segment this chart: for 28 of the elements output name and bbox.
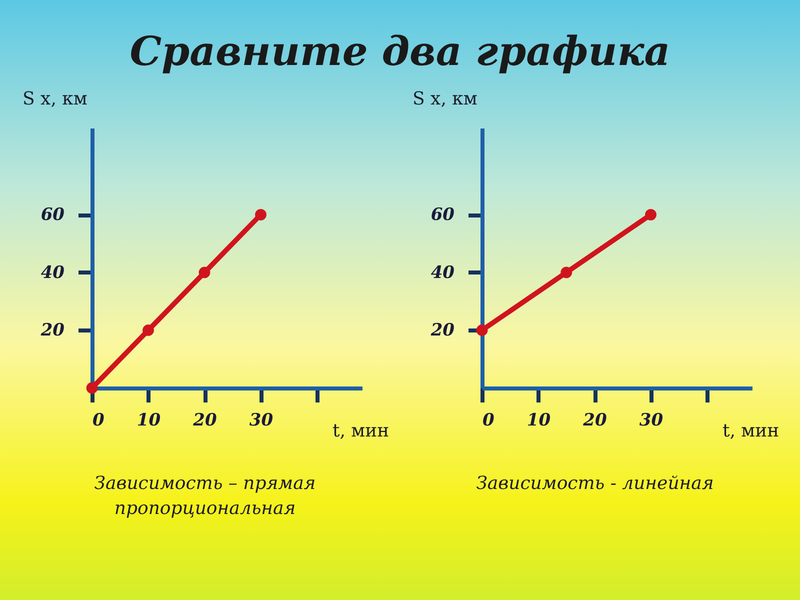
x-axis-title: t, мин xyxy=(332,420,389,442)
x-tick-label: 10 xyxy=(136,410,160,430)
y-tick-label: 60 xyxy=(40,205,64,226)
x-tick-label: 30 xyxy=(248,410,273,430)
y-tick-label: 20 xyxy=(429,320,454,341)
y-tick-label: 20 xyxy=(39,320,64,341)
x-tick-label: 30 xyxy=(638,410,663,430)
point xyxy=(254,208,266,220)
point xyxy=(644,208,656,220)
y-tick-label: 60 xyxy=(430,205,454,226)
x-axis-title: t, мин xyxy=(722,420,779,442)
text: Зависимость – прямая пропорциональная xyxy=(93,472,317,522)
y-tick-label: 40 xyxy=(430,262,454,283)
x-tick-label: 0 xyxy=(92,410,104,430)
point xyxy=(476,324,488,336)
x-tick-label: 20 xyxy=(582,410,606,430)
x-tick-label: 20 xyxy=(192,410,216,430)
point xyxy=(198,266,210,278)
text: Зависимость - линейная xyxy=(475,472,715,496)
point xyxy=(86,382,98,394)
chart-title: Сравните два графика xyxy=(128,28,672,75)
x-tick-label: 10 xyxy=(526,410,550,430)
x-tick-label: 0 xyxy=(482,410,494,430)
y-tick-label: 40 xyxy=(40,262,64,283)
y-axis-title: S x, км xyxy=(22,88,87,110)
point xyxy=(560,266,572,278)
y-axis-title: S x, км xyxy=(412,88,477,110)
point xyxy=(142,324,154,336)
